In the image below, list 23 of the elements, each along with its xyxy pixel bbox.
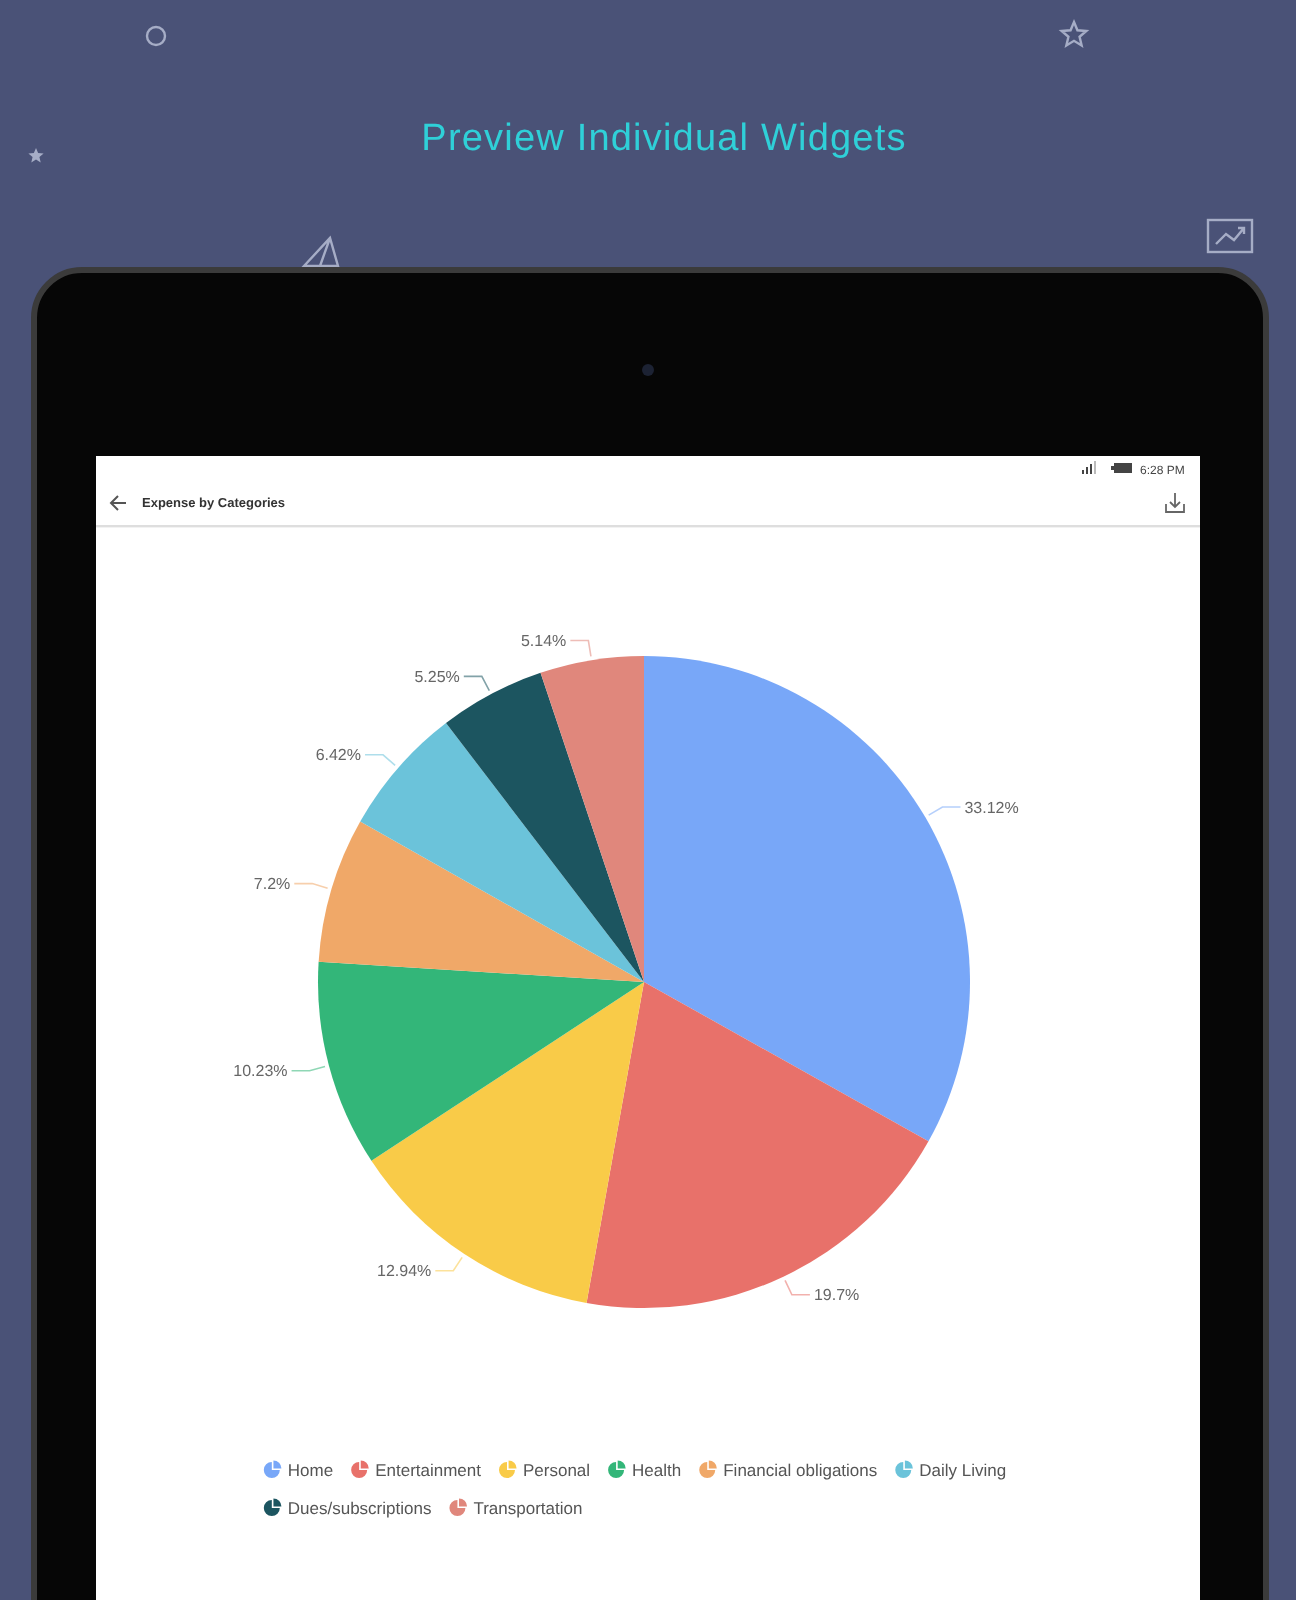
pie-slice — [318, 961, 644, 1161]
legend-label: Home — [287, 1460, 334, 1480]
legend-label: Transportation — [473, 1498, 583, 1518]
text: Preview Individual Widgets — [421, 118, 907, 160]
data-label: 19.7% — [813, 1286, 860, 1305]
pie-slice — [318, 821, 644, 982]
pie-slice — [540, 656, 644, 982]
legend-label: Financial obligations — [723, 1460, 878, 1480]
data-label: 10.23% — [233, 1062, 288, 1081]
legend-label: Personal — [522, 1460, 591, 1480]
data-label: 6.42% — [315, 746, 362, 765]
pie-slice — [371, 982, 644, 1303]
data-label: 12.94% — [377, 1262, 432, 1281]
pie-slice — [360, 723, 644, 982]
data-label: 5.25% — [414, 667, 460, 686]
data-label: 33.12% — [964, 798, 1019, 817]
legend-label: Health — [632, 1460, 682, 1480]
pie-slice — [586, 982, 929, 1308]
legend-label: Dues/subscriptions — [287, 1498, 432, 1518]
data-label: 7.2% — [253, 875, 291, 894]
legend-label: Entertainment — [375, 1460, 483, 1480]
data-label: 5.14% — [521, 632, 567, 651]
legend-label: Daily Living — [919, 1460, 1007, 1480]
